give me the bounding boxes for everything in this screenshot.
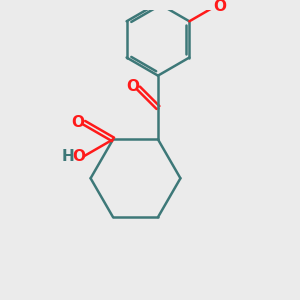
Text: O: O (71, 115, 84, 130)
Text: H: H (62, 148, 75, 164)
Text: O: O (213, 0, 226, 14)
Text: O: O (126, 79, 139, 94)
Text: O: O (73, 148, 85, 164)
